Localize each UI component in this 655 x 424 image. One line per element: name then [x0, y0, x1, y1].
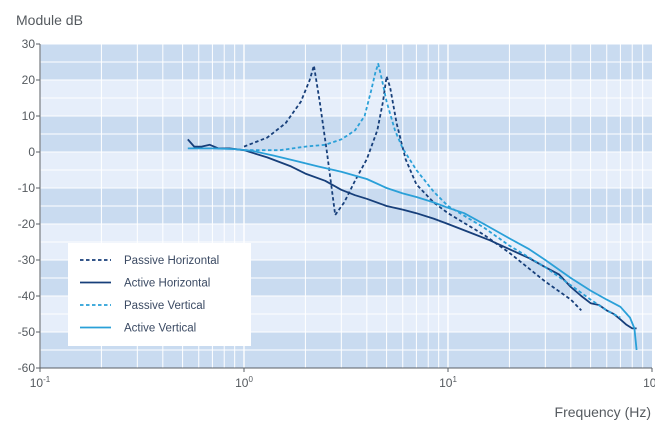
- y-tick-label: 20: [22, 73, 36, 87]
- y-tick-labels: 30 20 10 0 -10 -20 -30 -40 -50 -60: [18, 37, 36, 375]
- x-tick-label: 100: [235, 375, 253, 390]
- plot-axes: [36, 43, 653, 372]
- y-axis-title: Module dB: [16, 12, 83, 28]
- legend-label: Active Vertical: [124, 323, 196, 335]
- legend-label: Passive Vertical: [124, 300, 205, 312]
- y-tick-label: -30: [18, 253, 36, 267]
- series-lines: [187, 62, 638, 351]
- y-tick-label: 30: [22, 37, 36, 51]
- series-line-passive-vertical: [244, 62, 621, 319]
- y-tick-label: 0: [28, 145, 35, 159]
- legend-label: Active Horizontal: [124, 278, 210, 290]
- x-tick-labels: 10-1 100 101 102: [30, 375, 655, 390]
- y-tick-label: -60: [18, 361, 36, 375]
- x-tick-label: 101: [439, 375, 457, 390]
- x-axis-title: Frequency (Hz): [555, 404, 651, 420]
- y-tick-label: -50: [18, 325, 36, 339]
- chart-legend: Passive Horizontal Active Horizontal Passi…: [68, 243, 251, 346]
- x-tick-label: 102: [643, 375, 655, 390]
- series-line-active-vertical: [187, 147, 638, 351]
- y-tick-label: -40: [18, 289, 36, 303]
- x-tick-label: 10-1: [30, 375, 51, 390]
- y-tick-label: -20: [18, 217, 36, 231]
- y-tick-label: 10: [22, 109, 36, 123]
- series-line-passive-horizontal: [243, 64, 582, 312]
- y-tick-label: -10: [18, 181, 36, 195]
- legend-label: Passive Horizontal: [124, 255, 219, 267]
